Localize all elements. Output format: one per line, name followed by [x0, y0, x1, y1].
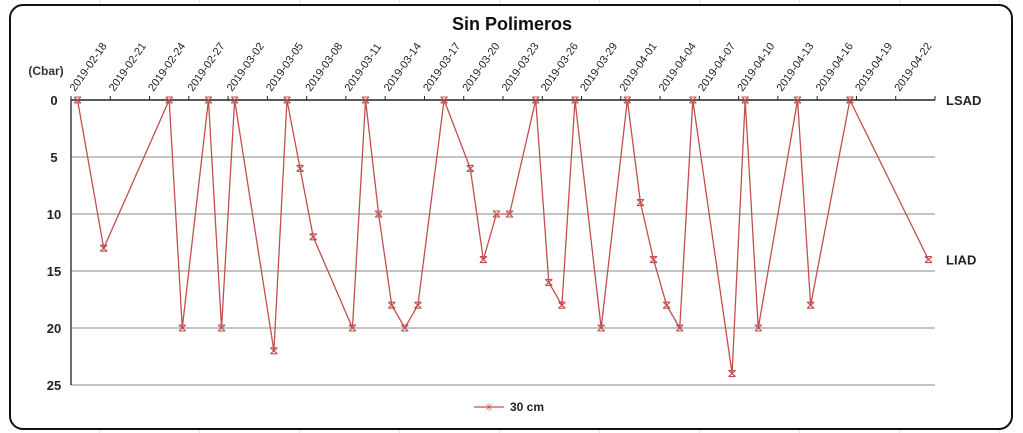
- data-point: [741, 96, 750, 104]
- legend-marker-icon: ✳: [484, 402, 493, 414]
- data-point: [270, 347, 278, 355]
- data-point: [348, 324, 357, 332]
- data-point: [675, 324, 684, 332]
- x-tick-label: 2019-02-21: [107, 41, 149, 94]
- y-tick-label: 10: [47, 207, 61, 222]
- legend-label: 30 cm: [510, 400, 544, 414]
- x-tick-label: 2019-04-22: [892, 41, 934, 94]
- series-line: [76, 97, 930, 374]
- data-point: [662, 301, 671, 309]
- x-tick-label: 2019-03-20: [460, 41, 502, 94]
- legend: ✳ 30 cm: [474, 400, 544, 414]
- data-point: [165, 96, 174, 104]
- y-tick-label: 5: [50, 150, 57, 165]
- x-tick-label: 2019-03-08: [303, 41, 345, 94]
- data-point: [571, 96, 579, 104]
- data-point: [924, 256, 933, 264]
- data-point: [230, 96, 239, 104]
- data-point: [688, 96, 697, 104]
- data-point: [505, 210, 514, 218]
- x-tick-label: 2019-03-05: [264, 41, 306, 94]
- x-tick-label: 2019-03-26: [539, 41, 581, 94]
- data-point: [361, 96, 370, 104]
- y-tick-label: 20: [47, 321, 61, 336]
- data-point: [649, 256, 658, 264]
- x-tick-label: 2019-04-16: [814, 41, 856, 94]
- x-tick-label: 2019-03-14: [382, 41, 424, 94]
- data-point: [728, 370, 736, 378]
- data-point: [387, 301, 396, 309]
- data-point: [754, 324, 763, 332]
- chart-title: Sin Polimeros: [452, 14, 572, 34]
- y-axis-label: (Cbar): [28, 64, 63, 78]
- y-tick-label: 0: [50, 93, 57, 108]
- data-point: [309, 233, 318, 241]
- x-tick-label: 2019-04-10: [735, 41, 777, 94]
- x-tick-label: 2019-03-23: [500, 41, 542, 94]
- data-point: [374, 210, 383, 218]
- data-point: [296, 164, 304, 172]
- data-point: [283, 96, 291, 104]
- data-point: [531, 96, 540, 104]
- x-tick-label: 2019-04-13: [775, 41, 817, 94]
- data-point: [178, 324, 187, 332]
- x-tick-label: 2019-03-11: [343, 41, 385, 93]
- data-point: [217, 324, 226, 332]
- data-point: [466, 164, 475, 172]
- y-tick-label: 25: [47, 378, 61, 393]
- y-tick-label: 15: [47, 264, 61, 279]
- x-tick-label: 2019-04-19: [853, 41, 895, 94]
- data-point: [558, 301, 566, 309]
- data-point: [793, 96, 802, 104]
- x-tick-label: 2019-04-01: [617, 41, 659, 94]
- data-point: [440, 96, 448, 104]
- x-tick-label: 2019-04-07: [696, 41, 738, 94]
- data-point: [544, 278, 553, 286]
- data-point: [479, 256, 488, 264]
- x-tick-label: 2019-03-17: [421, 41, 463, 94]
- data-point: [846, 96, 854, 104]
- data-point: [204, 96, 213, 104]
- data-point: [623, 96, 632, 104]
- reference-label-lsad: LSAD: [946, 93, 981, 108]
- data-point: [806, 301, 815, 309]
- data-point: [414, 301, 422, 309]
- data-point: [597, 324, 606, 332]
- reference-label-liad: LIAD: [946, 253, 976, 268]
- x-tick-label: 2019-02-18: [68, 41, 110, 94]
- x-tick-label: 2019-03-02: [225, 41, 267, 94]
- x-tick-label: 2019-02-24: [146, 41, 188, 94]
- x-tick-label: 2019-03-29: [578, 41, 620, 94]
- data-point: [636, 199, 645, 207]
- data-point: [492, 210, 501, 218]
- data-point: [73, 96, 82, 104]
- x-tick-label: 2019-04-04: [657, 41, 699, 94]
- x-tick-label: 2019-02-27: [185, 41, 227, 94]
- data-point: [99, 244, 108, 252]
- data-point: [400, 324, 409, 332]
